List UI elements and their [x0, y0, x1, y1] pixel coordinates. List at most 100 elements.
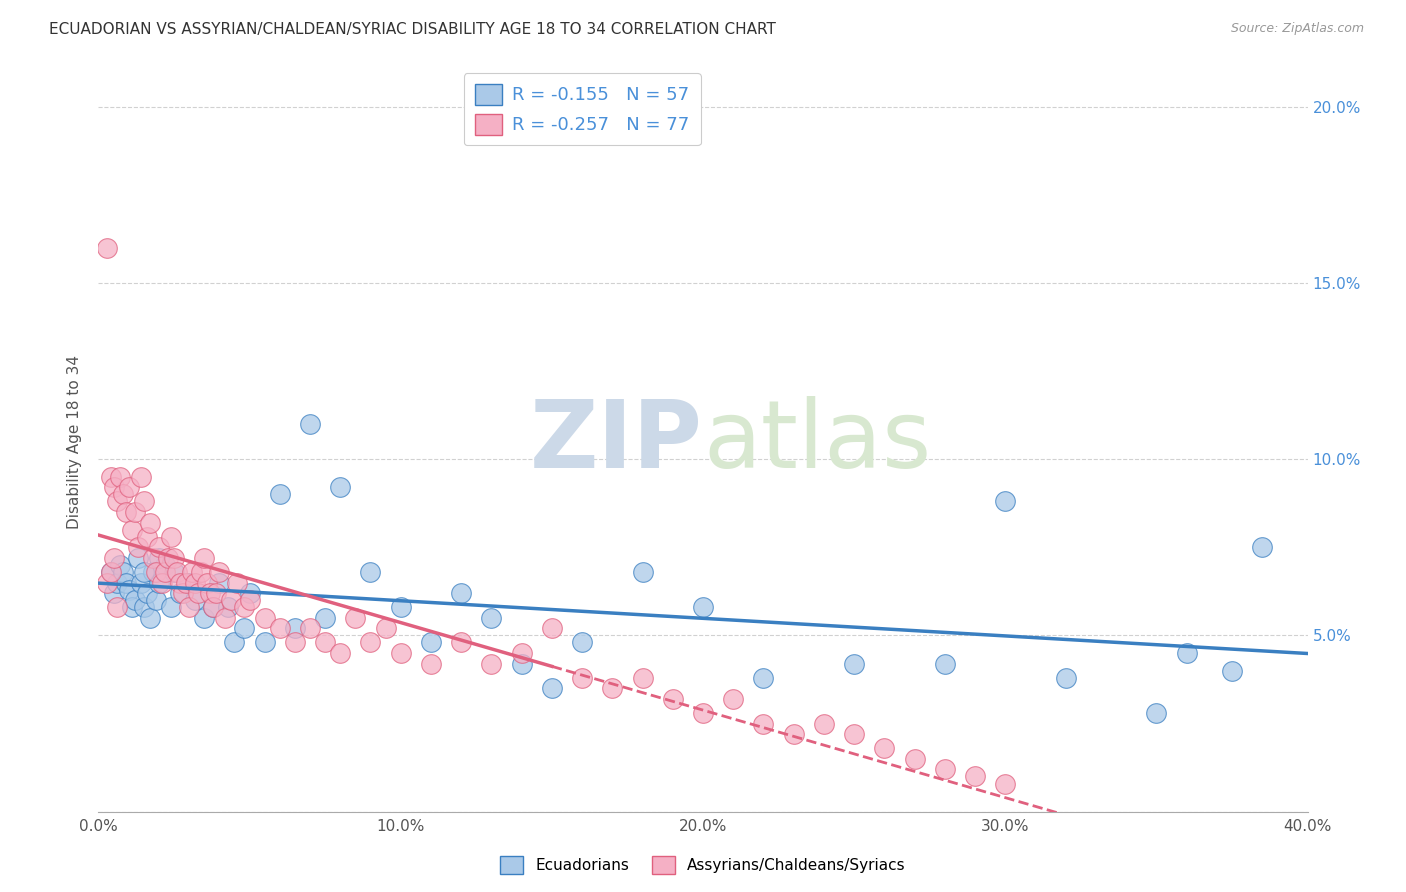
Point [208, 565, 231, 579]
Point [232, 600, 254, 615]
Point [135, 586, 157, 600]
Point [965, 769, 987, 783]
Point [284, 621, 307, 635]
Point [127, 541, 149, 555]
Point [163, 550, 186, 565]
Point [214, 611, 236, 625]
Point [450, 635, 472, 649]
Point [1054, 671, 1077, 685]
Point [329, 480, 352, 494]
Point [299, 417, 322, 431]
Point [179, 600, 201, 615]
Point [723, 692, 745, 706]
Point [692, 600, 714, 615]
Point [540, 681, 562, 696]
Point [148, 550, 170, 565]
Point [904, 752, 927, 766]
Point [420, 657, 443, 671]
Point [1220, 664, 1243, 678]
Point [752, 671, 775, 685]
Point [166, 565, 188, 579]
Point [224, 635, 246, 649]
Point [200, 586, 222, 600]
Point [169, 586, 191, 600]
Point [269, 621, 291, 635]
Point [142, 565, 165, 579]
Point [153, 565, 176, 579]
Point [132, 600, 155, 615]
Point [100, 470, 122, 484]
Point [450, 586, 472, 600]
Point [253, 611, 276, 625]
Point [239, 593, 262, 607]
Point [142, 550, 165, 565]
Point [934, 657, 956, 671]
Point [111, 565, 134, 579]
Point [540, 621, 562, 635]
Point [114, 575, 136, 590]
Point [195, 575, 218, 590]
Point [202, 600, 225, 615]
Point [111, 487, 134, 501]
Point [389, 600, 412, 615]
Point [96, 241, 118, 255]
Point [139, 611, 162, 625]
Point [994, 776, 1017, 790]
Point [160, 530, 183, 544]
Point [631, 565, 654, 579]
Text: ECUADORIAN VS ASSYRIAN/CHALDEAN/SYRIAC DISABILITY AGE 18 TO 34 CORRELATION CHART: ECUADORIAN VS ASSYRIAN/CHALDEAN/SYRIAC D… [49, 22, 776, 37]
Point [132, 494, 155, 508]
Point [184, 575, 207, 590]
Point [103, 480, 125, 494]
Point [105, 575, 128, 590]
Point [172, 586, 194, 600]
Point [163, 565, 186, 579]
Point [132, 565, 155, 579]
Point [510, 646, 533, 660]
Point [226, 575, 249, 590]
Legend: R = -0.155   N = 57, R = -0.257   N = 77: R = -0.155 N = 57, R = -0.257 N = 77 [464, 73, 700, 145]
Point [103, 550, 125, 565]
Point [108, 558, 131, 572]
Point [114, 505, 136, 519]
Point [284, 635, 307, 649]
Point [813, 716, 835, 731]
Point [193, 550, 215, 565]
Point [150, 575, 173, 590]
Point [174, 575, 197, 590]
Point [121, 523, 143, 537]
Point [1144, 706, 1167, 720]
Point [420, 635, 443, 649]
Y-axis label: Disability Age 18 to 34: Disability Age 18 to 34 [67, 354, 83, 529]
Point [124, 593, 146, 607]
Point [105, 494, 128, 508]
Point [253, 635, 276, 649]
Point [202, 600, 225, 615]
Point [374, 621, 396, 635]
Point [148, 541, 170, 555]
Text: atlas: atlas [703, 395, 931, 488]
Point [108, 470, 131, 484]
Point [994, 494, 1017, 508]
Point [314, 635, 336, 649]
Point [510, 657, 533, 671]
Point [139, 516, 162, 530]
Point [752, 716, 775, 731]
Point [208, 575, 231, 590]
Point [481, 611, 503, 625]
Point [360, 565, 382, 579]
Text: ZIP: ZIP [530, 395, 703, 488]
Point [360, 635, 382, 649]
Point [118, 480, 141, 494]
Point [96, 575, 118, 590]
Point [1175, 646, 1198, 660]
Point [329, 646, 352, 660]
Point [844, 727, 866, 741]
Point [127, 550, 149, 565]
Point [129, 470, 152, 484]
Point [148, 575, 170, 590]
Point [934, 763, 956, 777]
Point [135, 530, 157, 544]
Point [571, 635, 593, 649]
Point [124, 505, 146, 519]
